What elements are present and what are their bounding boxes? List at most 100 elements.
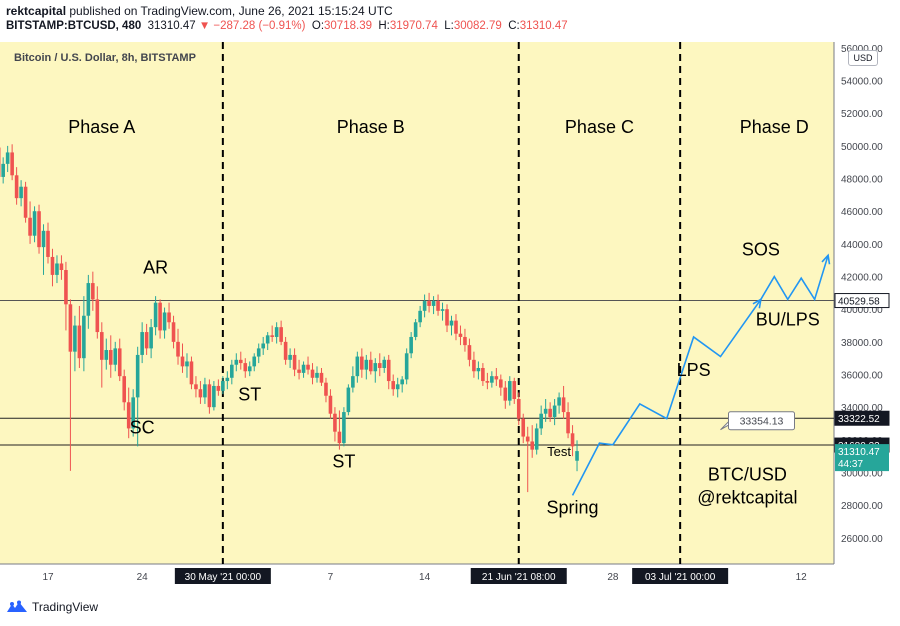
y-tick-label: 48000.00 xyxy=(841,175,883,186)
projection-path xyxy=(571,255,829,496)
tradingview-brand: TradingView xyxy=(32,600,99,614)
candle-body xyxy=(167,312,171,323)
x-tick-label: 03 Jul '21 00:00 xyxy=(645,572,716,583)
candle-body xyxy=(328,395,333,414)
candle-body xyxy=(100,332,104,360)
candle-body xyxy=(566,412,570,434)
annotation-label: SOS xyxy=(742,239,780,259)
candle-body xyxy=(458,333,463,337)
close-label: C: xyxy=(508,20,520,32)
currency-button[interactable]: USD xyxy=(848,50,878,66)
y-tick-label: 30000.00 xyxy=(841,469,883,480)
y-tick-label: 46000.00 xyxy=(841,207,883,218)
y-tick-label: 44000.00 xyxy=(841,240,883,251)
candle-body xyxy=(64,270,68,305)
candle-body xyxy=(225,377,230,382)
candle-body xyxy=(346,387,351,413)
candle-body xyxy=(467,345,472,360)
candle-body xyxy=(561,397,566,413)
low-label: L: xyxy=(444,20,454,32)
candle-body xyxy=(301,364,306,373)
candle-body xyxy=(252,356,257,367)
candle-body xyxy=(377,363,382,368)
candle-body xyxy=(351,376,355,388)
candle-body xyxy=(404,353,409,380)
candle-body xyxy=(530,441,534,450)
candle-body xyxy=(463,336,467,346)
candle-body xyxy=(324,382,328,396)
candle-body xyxy=(19,186,23,199)
candle-body xyxy=(274,327,279,337)
candle-body xyxy=(234,359,239,365)
candle-body xyxy=(391,381,396,390)
x-tick-label: 30 May '21 00:00 xyxy=(185,572,262,583)
candle-body xyxy=(140,332,144,355)
x-tick-label: 24 xyxy=(137,572,149,583)
candle-body xyxy=(23,186,28,218)
candle-body xyxy=(46,230,50,257)
time-axis-box xyxy=(174,568,271,584)
price-callout-box xyxy=(728,411,795,431)
candle-body xyxy=(135,354,140,398)
candle-body xyxy=(216,385,221,391)
candle-body xyxy=(37,211,41,248)
level-price-label: 40529.58 xyxy=(838,297,880,308)
annotation-label: Spring xyxy=(547,497,599,517)
down-arrow-icon: ▼ xyxy=(198,20,211,32)
level-price-box xyxy=(834,410,890,426)
candle-body xyxy=(86,283,91,316)
candle-body xyxy=(32,211,37,236)
candle-body xyxy=(557,397,561,406)
x-tick-label: 12 xyxy=(796,572,808,583)
candle-body xyxy=(203,384,207,398)
candle-body xyxy=(534,428,539,450)
candle-body xyxy=(575,451,579,461)
candle-body xyxy=(485,381,490,383)
last-price-label: 31310.47 xyxy=(838,447,880,458)
candle-body xyxy=(131,397,135,429)
annotation-label: @rektcapital xyxy=(697,488,797,508)
candle-body xyxy=(95,299,100,333)
plot-area[interactable] xyxy=(0,42,834,564)
candle-body xyxy=(288,354,292,360)
candle-body xyxy=(185,361,189,367)
candle-body xyxy=(108,350,113,365)
candle-body xyxy=(55,263,59,275)
candle-body xyxy=(342,412,346,444)
candle-body xyxy=(481,367,485,382)
candle-body xyxy=(122,376,127,403)
candle-body xyxy=(422,301,427,311)
low-value: 30082.79 xyxy=(453,20,502,32)
y-tick-label: 38000.00 xyxy=(841,338,883,349)
time-axis-box xyxy=(470,568,567,584)
author-name[interactable]: rektcapital xyxy=(6,4,67,18)
phase-label: Phase B xyxy=(337,117,405,137)
candle-body xyxy=(41,230,46,248)
candle-body xyxy=(315,372,319,378)
price-chart[interactable]: 26000.0028000.0030000.0032000.0034000.00… xyxy=(0,0,900,600)
symbol-label[interactable]: BITSTAMP:BTCUSD, 480 xyxy=(6,20,142,32)
y-tick-label: 40000.00 xyxy=(841,305,883,316)
candle-body xyxy=(292,354,297,370)
candle-body xyxy=(337,431,342,444)
candle-body xyxy=(207,384,212,408)
tradingview-footer[interactable]: TradingView xyxy=(6,600,98,614)
candle-body xyxy=(158,302,162,331)
candle-body xyxy=(270,335,274,337)
candle-body xyxy=(431,301,436,306)
candle-body xyxy=(261,343,265,349)
candle-body xyxy=(82,315,86,359)
y-tick-label: 50000.00 xyxy=(841,142,883,153)
candle-body xyxy=(306,364,310,370)
candle-body xyxy=(494,376,499,380)
candle-body xyxy=(552,405,557,417)
candle-body xyxy=(144,332,149,349)
candle-body xyxy=(91,283,95,300)
annotation-label: Test xyxy=(547,444,571,459)
candle-body xyxy=(189,361,194,385)
candle-body xyxy=(440,309,445,311)
annotation-label: BU/LPS xyxy=(756,310,820,330)
publish-line: rektcapital published on TradingView.com… xyxy=(6,4,393,18)
candle-body xyxy=(382,359,387,368)
candle-body xyxy=(333,413,337,432)
